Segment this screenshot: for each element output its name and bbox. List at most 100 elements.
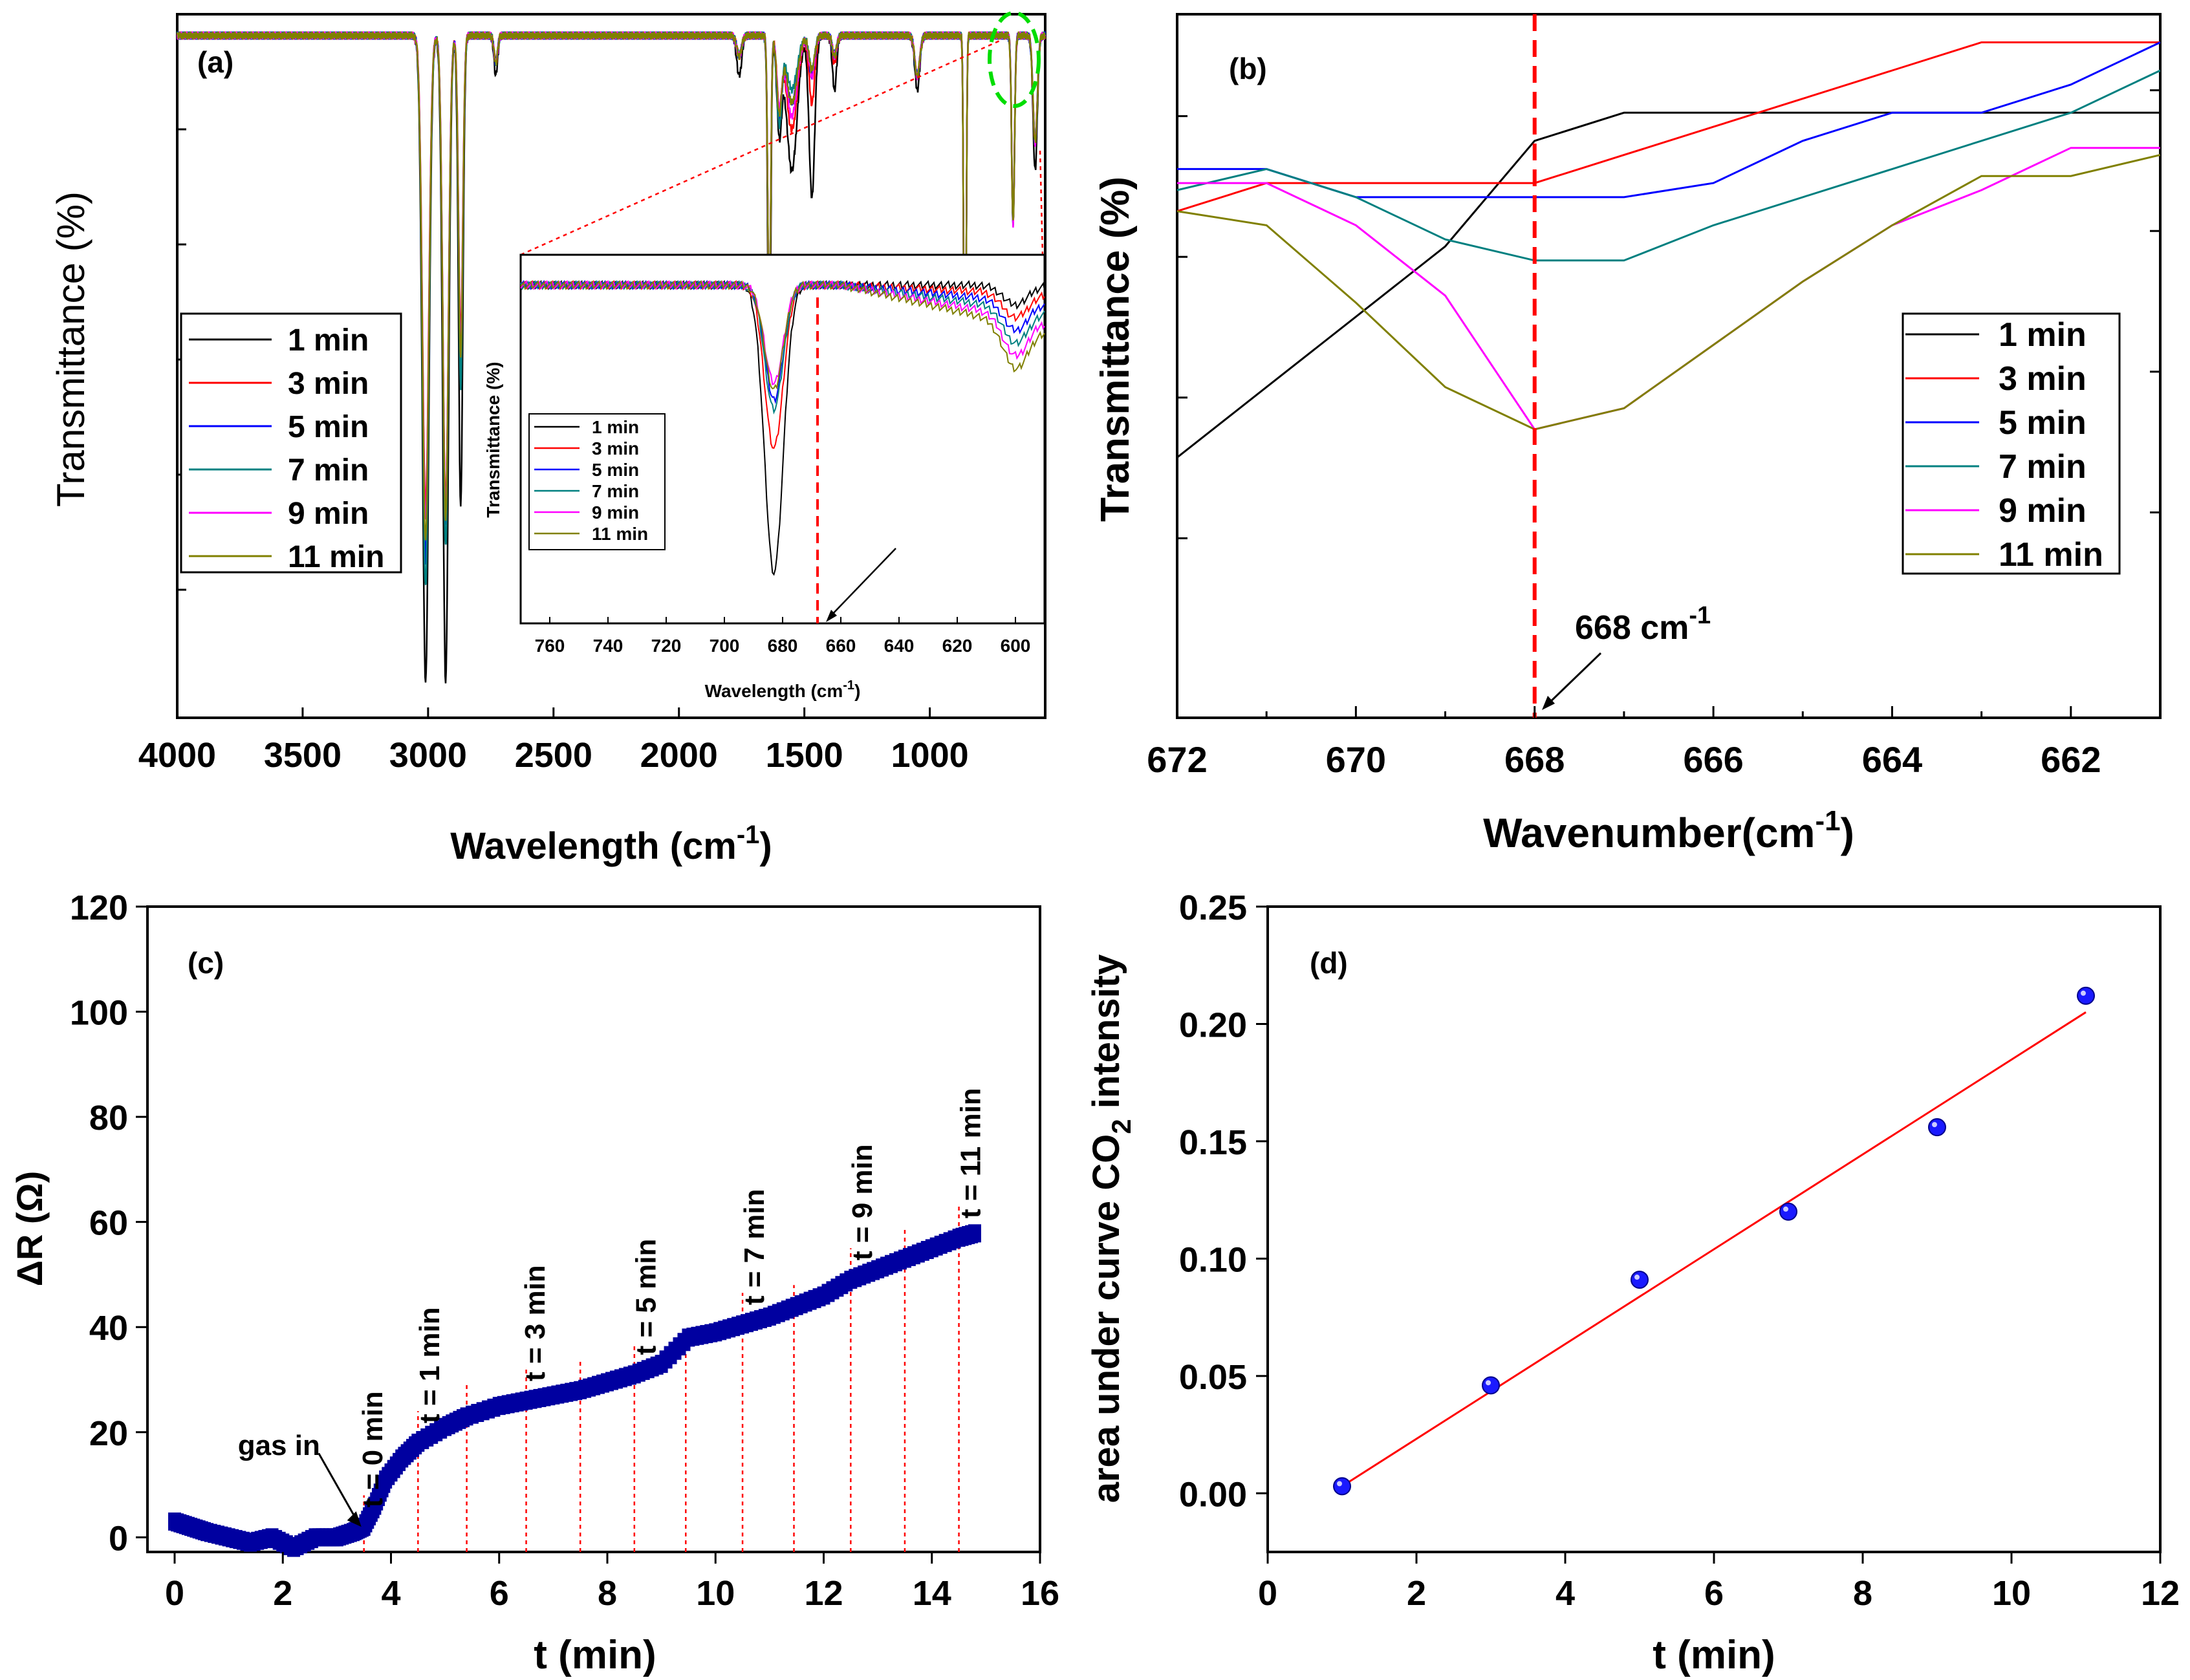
inset-x-ticks: 760 740 720 700 680 660 640 620 600: [535, 617, 1031, 656]
highlight-circle: [988, 11, 1041, 108]
panel-c-ticks: 0 2 4 6 8 10 12 14 16 0 20 40 60 80 100 120: [70, 888, 1059, 1613]
y-tick-label: 0.00: [1179, 1475, 1247, 1514]
inset-tick-label: 620: [942, 636, 973, 656]
y-tick-label: 80: [89, 1099, 128, 1137]
x-tick-label: 666: [1683, 739, 1743, 780]
time-label: t = 5 min: [631, 1239, 662, 1355]
x-tick-label: 6: [1704, 1574, 1724, 1613]
data-point: [1779, 1202, 1797, 1221]
y-tick-label: 20: [89, 1414, 128, 1453]
data-point: [2077, 986, 2095, 1005]
panel-b-frame: [1176, 13, 2162, 719]
x-tick-label: 16: [1021, 1574, 1059, 1613]
time-label: t = 1 min: [414, 1307, 446, 1423]
inset-legend-label: 11 min: [592, 524, 648, 544]
x-tick-label: 662: [2041, 739, 2101, 780]
x-tick-label: 2000: [640, 736, 718, 775]
panel-d-fit-line: [1341, 1011, 2087, 1487]
panel-a-x-label: Wavelength (cm-1): [450, 821, 772, 867]
y-tick-label: 0.20: [1179, 1006, 1247, 1044]
zoom-guide-right: [1039, 148, 1044, 256]
legend-label: 5 min: [1999, 404, 2087, 442]
panel-c-label: (c): [188, 946, 224, 980]
x-tick-label: 0: [165, 1574, 184, 1613]
panel-b-arrow: [1546, 652, 1602, 706]
x-tick-label: 6: [490, 1574, 509, 1613]
legend-label: 3 min: [1999, 360, 2087, 398]
data-point: [1928, 1118, 1946, 1137]
y-tick-label: 0.05: [1179, 1358, 1247, 1397]
panel-c: (c) t = 0 min t = 1 min t = 3 min t = 5 min…: [9, 888, 1059, 1677]
inset-arrowhead: [826, 610, 837, 622]
spectrum-line-11-min: [176, 31, 1046, 586]
data-point-highlight: [1486, 1380, 1491, 1386]
panel-b-y-label: Transmittance (%): [1093, 177, 1138, 522]
series-line-1-min: [1176, 111, 2160, 458]
panel-c-time-labels: t = 0 min t = 1 min t = 3 min t = 5 min t = …: [357, 1088, 986, 1507]
time-label: t = 11 min: [955, 1088, 986, 1218]
legend-label: 11 min: [1999, 536, 2103, 574]
x-tick-label: 8: [1853, 1574, 1872, 1613]
data-point: [1333, 1477, 1351, 1496]
data-point-highlight: [1337, 1481, 1342, 1487]
inset-tick-label: 740: [593, 636, 623, 656]
panel-c-data: [168, 1224, 981, 1557]
series-line-5-min: [1177, 41, 2161, 199]
panel-b-annotation: 668 cm-1: [1575, 602, 1711, 647]
x-tick-label: 4: [1556, 1574, 1575, 1613]
inset-arrow: [829, 548, 896, 618]
panel-c-frame: [146, 905, 1041, 1553]
panel-b: (b) 672 670 668 666 664 662 Transmittance (%)…: [1093, 13, 2162, 856]
inset-tick-label: 720: [651, 636, 682, 656]
data-point: [968, 1224, 981, 1243]
time-label: t = 3 min: [519, 1265, 551, 1381]
x-tick-label: 10: [696, 1574, 735, 1613]
x-tick-label: 672: [1147, 739, 1207, 780]
panel-a-y-label: Transmittance (%): [49, 191, 92, 507]
legend-label: 1 min: [1999, 316, 2087, 354]
data-point-highlight: [2081, 990, 2086, 996]
gas-in-arrowhead: [347, 1511, 362, 1527]
series-line-11-min: [1176, 154, 2161, 431]
inset-tick-label: 600: [1001, 636, 1031, 656]
legend-label: 11 min: [288, 540, 384, 574]
x-tick-label: 668: [1504, 739, 1565, 780]
inset-chart: 760 740 720 700 680 660 640 620 600 Transmittanc…: [483, 253, 1046, 701]
panel-a-legend: 1 min 3 min 5 min 7 min 9 min 11 min: [180, 312, 402, 574]
panel-d-points: [1333, 986, 2095, 1496]
legend-label: 7 min: [1999, 448, 2087, 486]
inset-curves: [520, 279, 1045, 576]
inset-legend-label: 1 min: [592, 417, 639, 437]
x-tick-label: 664: [1862, 739, 1922, 780]
series-line-7-min: [1176, 69, 2161, 262]
series-line-3-min: [1176, 41, 2160, 213]
panel-b-x-label: Wavenumber(cm-1): [1483, 805, 1854, 856]
x-tick-label: 4: [381, 1574, 400, 1613]
x-tick-label: 10: [1992, 1574, 2031, 1613]
x-tick-label: 14: [913, 1574, 951, 1613]
x-tick-label: 1000: [891, 736, 969, 775]
zoom-guide-top: [520, 39, 1002, 256]
inset-legend-label: 7 min: [592, 481, 639, 501]
gas-in-label: gas in: [238, 1430, 320, 1461]
panel-b-legend: 1 min 3 min 5 min 7 min 9 min 11 min: [1902, 312, 2121, 575]
x-tick-label: 12: [804, 1574, 843, 1613]
panel-b-legend-box: [1902, 312, 2121, 575]
panel-d-x-label: t (min): [1653, 1633, 1775, 1677]
inset-legend-box: [528, 413, 666, 550]
time-label: t = 9 min: [847, 1144, 878, 1260]
y-tick-label: 0.15: [1179, 1123, 1247, 1162]
panel-a-label: (a): [197, 45, 233, 79]
y-tick-label: 120: [70, 888, 128, 927]
data-point: [1482, 1376, 1500, 1395]
panel-a-legend-box: [180, 312, 402, 574]
legend-label: 3 min: [288, 367, 369, 401]
legend-label: 5 min: [288, 410, 369, 444]
panel-d-y-label: area under curve CO2 intensity: [1085, 954, 1136, 1503]
x-tick-label: 2: [273, 1574, 292, 1613]
y-tick-label: 40: [89, 1309, 128, 1348]
panel-a-curves: [176, 31, 1046, 684]
inset-tick-label: 700: [710, 636, 740, 656]
